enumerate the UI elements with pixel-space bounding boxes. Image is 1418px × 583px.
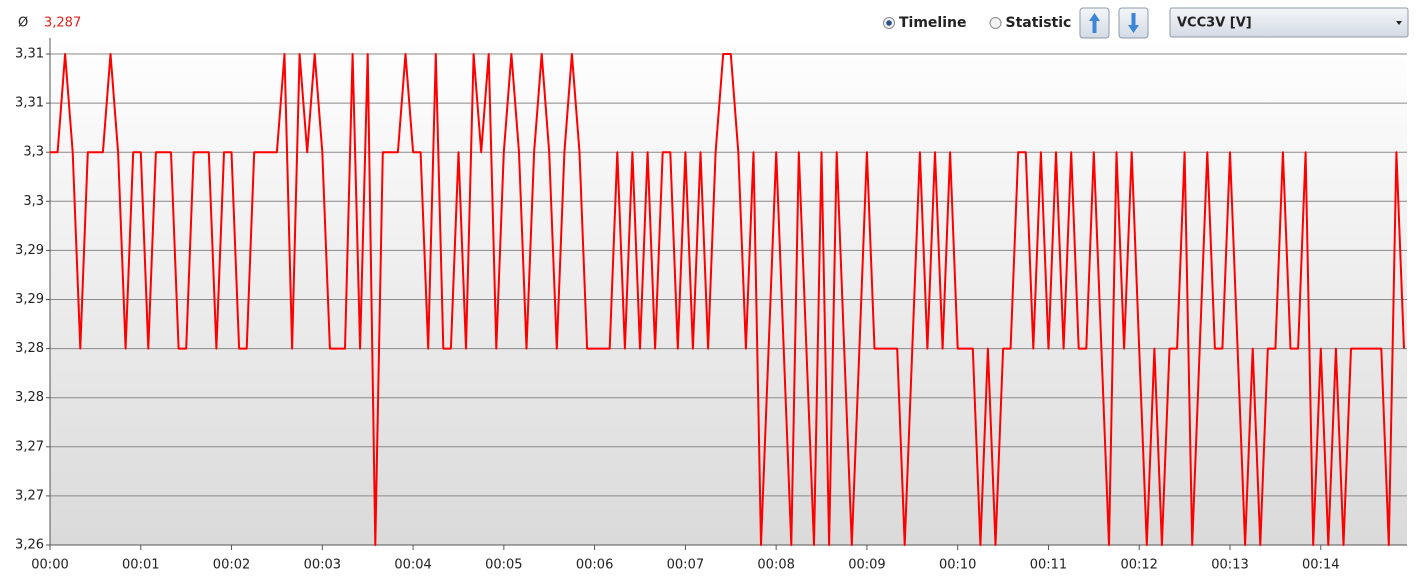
mode-label: Timeline xyxy=(899,15,967,31)
y-tick-label: 3,31 xyxy=(15,96,44,111)
y-tick-label: 3,3 xyxy=(23,145,44,160)
x-tick-label: 00:00 xyxy=(31,558,68,573)
y-tick-label: 3,3 xyxy=(23,194,44,209)
channel-dropdown[interactable] xyxy=(1169,7,1409,38)
x-tick-label: 00:01 xyxy=(122,558,159,573)
plot-area xyxy=(50,38,1407,545)
down-arrow-icon xyxy=(1128,13,1139,33)
x-tick-label: 00:03 xyxy=(304,558,341,573)
x-tick-label: 00:04 xyxy=(394,558,431,573)
x-tick-label: 00:02 xyxy=(213,558,250,573)
x-tick-label: 00:05 xyxy=(485,558,522,573)
mode-label: Statistic xyxy=(1006,15,1072,31)
x-tick-label: 00:07 xyxy=(667,558,704,573)
average-symbol: Ø xyxy=(18,16,28,31)
channel-label: VCC3V [V] xyxy=(1177,16,1252,31)
x-tick-label: 00:13 xyxy=(1211,558,1248,573)
x-tick-label: 00:08 xyxy=(757,558,794,573)
x-tick-label: 00:10 xyxy=(939,558,976,573)
y-tick-label: 3,27 xyxy=(15,488,44,503)
x-tick-label: 00:09 xyxy=(848,558,885,573)
dropdown-caret xyxy=(1396,21,1402,25)
x-tick-label: 00:14 xyxy=(1302,558,1339,573)
y-tick-label: 3,29 xyxy=(15,292,44,307)
radio-dot xyxy=(886,20,892,26)
up-arrow-icon xyxy=(1089,13,1100,33)
y-tick-label: 3,27 xyxy=(15,439,44,454)
y-tick-label: 3,31 xyxy=(15,47,44,62)
radio-button[interactable] xyxy=(989,17,1002,29)
x-tick-label: 00:06 xyxy=(576,558,613,573)
y-tick-label: 3,28 xyxy=(15,341,44,356)
y-tick-label: 3,29 xyxy=(15,243,44,258)
data-line xyxy=(50,53,1405,546)
y-tick-label: 3,28 xyxy=(15,390,44,405)
mode-selector: Timeline Statistic xyxy=(883,15,1072,31)
toolbar: Ø 3,287 Timeline Statistic VCC3V [V] xyxy=(18,7,1409,39)
average-value: 3,287 xyxy=(44,16,81,31)
y-tick-label: 3,26 xyxy=(15,538,44,553)
x-tick-label: 00:11 xyxy=(1030,558,1067,573)
x-tick-label: 00:12 xyxy=(1120,558,1157,573)
